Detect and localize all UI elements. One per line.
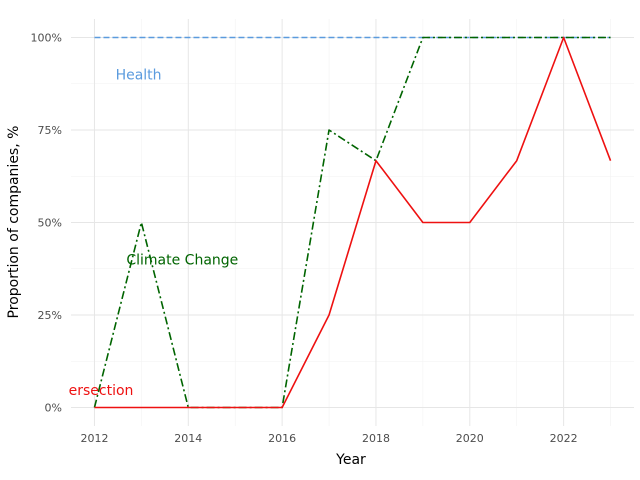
- y-axis-title: Proportion of companies, %: [6, 126, 22, 319]
- series-labels: Health Climate Change ersection: [69, 68, 239, 400]
- series-line-climate-change: [93, 36, 611, 409]
- x-tick-label: 2012: [80, 432, 108, 445]
- y-tick-label: 0%: [45, 402, 62, 415]
- y-tick-labels: 0% 25% 50% 75% 100%: [31, 32, 62, 415]
- x-tick-labels: 2012 2014 2016 2018 2020 2022: [80, 432, 577, 445]
- x-tick-label: 2020: [456, 432, 484, 445]
- x-tick-label: 2016: [268, 432, 296, 445]
- series-label-climate-change: Climate Change: [126, 253, 238, 269]
- x-tick-label: 2022: [550, 432, 578, 445]
- series-label-health: Health: [116, 68, 162, 84]
- series-lines: [93, 36, 612, 409]
- x-axis-title: Year: [335, 452, 366, 468]
- x-tick-label: 2014: [174, 432, 202, 445]
- series-line-intersection: [94, 36, 612, 409]
- series-label-intersection: ersection: [69, 383, 134, 399]
- y-tick-label: 100%: [31, 32, 62, 45]
- y-tick-label: 25%: [38, 309, 62, 322]
- y-tick-label: 75%: [38, 124, 62, 137]
- x-tick-label: 2018: [362, 432, 390, 445]
- y-tick-label: 50%: [38, 217, 62, 230]
